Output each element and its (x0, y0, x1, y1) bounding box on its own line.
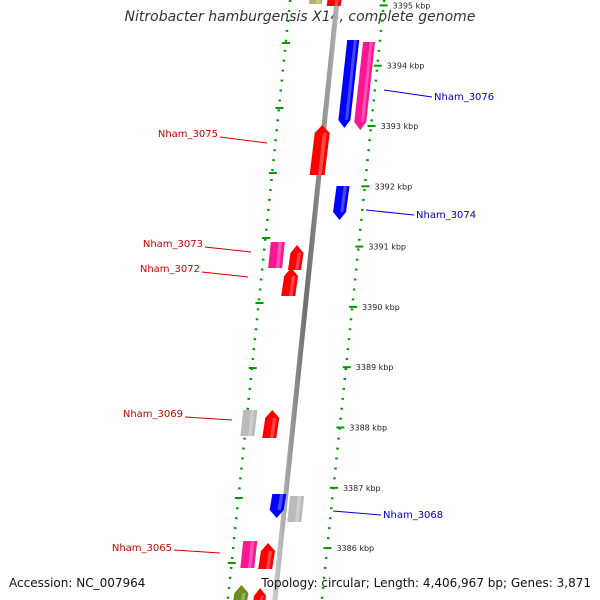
cds-feature-forward[interactable] (287, 245, 304, 270)
pseudo-feature-forward[interactable] (240, 410, 258, 436)
cds-feature-forward[interactable] (262, 410, 280, 438)
cds-feature-reverse[interactable] (333, 186, 350, 220)
cds-feature-reverse[interactable] (354, 42, 376, 130)
topology-label: Topology: circular; Length: 4,406,967 bp… (261, 576, 591, 590)
leader-line (184, 416, 233, 421)
gene-name: Nham_3075 (158, 129, 218, 140)
accession-label: Accession: NC_007964 (9, 576, 146, 590)
cds-feature-reverse[interactable] (338, 40, 360, 128)
genome-backbone (272, 0, 340, 600)
backbone-line (272, 0, 340, 600)
gene-label-nham_3072[interactable]: Nham_3072 (140, 264, 249, 278)
scale-ticks: 3395 kbp 3394 kbp 3393 kbp 3392 kbp 3391 kbp… (323, 1, 430, 553)
gene-label-nham_3068[interactable]: Nham_3068 (332, 510, 443, 521)
cds-feature-forward[interactable] (281, 268, 299, 296)
pseudo-feature-reverse[interactable] (287, 496, 305, 522)
cds-feature-reverse[interactable] (269, 494, 287, 518)
gene-labels: Nham_3076 Nham_3075 Nham_3074 Nham_3073 Nham… (112, 89, 494, 554)
gene-name: Nham_3076 (434, 92, 494, 103)
cds-feature-forward[interactable] (232, 585, 249, 600)
tick-label: 3390 kbp (362, 303, 400, 312)
leader-line (365, 209, 415, 216)
left-guide-dots (226, 0, 292, 600)
cds-feature-forward[interactable] (309, 125, 330, 175)
leader-line (383, 89, 433, 98)
cds-feature-forward[interactable] (252, 588, 267, 600)
tick-label: 3395 kbp (393, 1, 431, 10)
gene-name: Nham_3065 (112, 543, 172, 554)
cds-feature-forward[interactable] (258, 543, 275, 569)
gene-label-nham_3065[interactable]: Nham_3065 (112, 543, 221, 554)
tick-label: 3387 kbp (343, 484, 381, 493)
gene-label-nham_3075[interactable]: Nham_3075 (158, 129, 268, 144)
gene-label-nham_3073[interactable]: Nham_3073 (143, 239, 252, 253)
gene-label-nham_3074[interactable]: Nham_3074 (365, 209, 476, 221)
rna-feature-forward[interactable] (240, 541, 258, 568)
leader-line (219, 136, 268, 144)
gene-name: Nham_3072 (140, 264, 200, 275)
dotted-track-guides (226, 0, 386, 600)
tick-label: 3388 kbp (349, 424, 387, 433)
tick-label: 3392 kbp (375, 182, 413, 191)
leader-line (204, 246, 252, 253)
cds-feature-forward[interactable] (326, 0, 343, 6)
tick-label: 3393 kbp (381, 122, 419, 131)
tick-label: 3391 kbp (368, 243, 406, 252)
gene-name: Nham_3068 (383, 510, 443, 521)
tick-label: 3386 kbp (336, 544, 374, 553)
leader-line (332, 510, 382, 516)
tick-label: 3389 kbp (356, 363, 394, 372)
leader-line (173, 549, 221, 554)
gene-label-nham_3069[interactable]: Nham_3069 (123, 409, 233, 421)
tick-label: 3394 kbp (387, 62, 425, 71)
gene-name: Nham_3069 (123, 409, 183, 420)
leader-line (201, 271, 249, 278)
rna-feature-forward[interactable] (268, 242, 285, 268)
gene-name: Nham_3073 (143, 239, 203, 250)
gene-label-nham_3076[interactable]: Nham_3076 (383, 89, 494, 103)
right-guide-dots (320, 0, 386, 600)
cds-feature-forward[interactable] (308, 0, 323, 4)
gene-name: Nham_3074 (416, 210, 476, 221)
feature-track (232, 0, 376, 600)
map-title: Nitrobacter hamburgensis X14, complete g… (124, 9, 476, 25)
